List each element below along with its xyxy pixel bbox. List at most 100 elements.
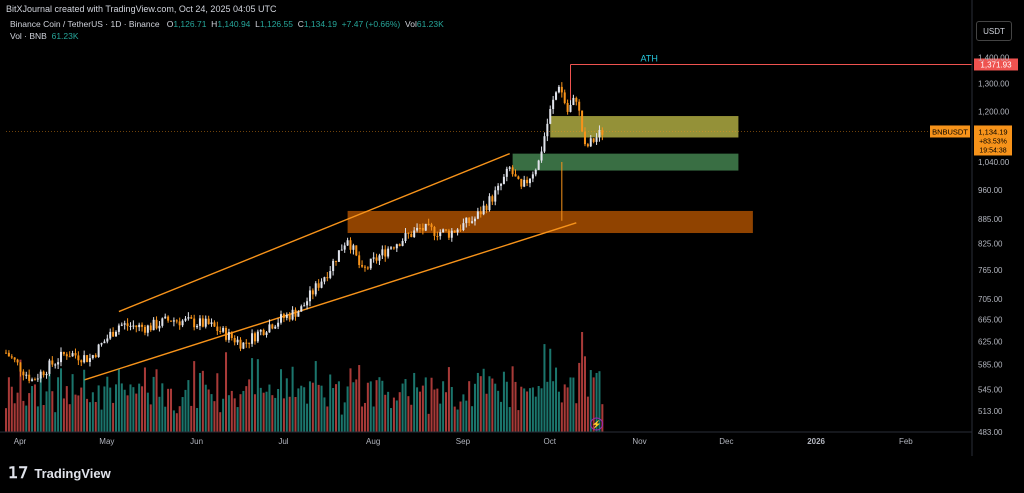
volume-bar xyxy=(129,384,132,432)
candle-body xyxy=(485,205,488,211)
volume-bar xyxy=(450,386,453,432)
volume-bar xyxy=(175,413,178,432)
candle-body xyxy=(196,325,199,328)
volume-bar xyxy=(198,372,201,432)
candle-body xyxy=(557,86,560,93)
candle-body xyxy=(36,378,39,380)
candle-body xyxy=(161,318,164,326)
x-tick-label: Jul xyxy=(278,437,288,446)
candle-body xyxy=(123,323,126,325)
candle-body xyxy=(505,168,508,177)
y-tick-label: 705.00 xyxy=(978,295,1003,304)
candle-body xyxy=(135,325,138,328)
candle-body xyxy=(178,321,181,326)
volume-bar xyxy=(453,406,456,432)
x-tick-label: Sep xyxy=(456,437,471,446)
current-price-label: 1,134.19 xyxy=(978,127,1007,136)
candle-body xyxy=(109,331,112,339)
candle-body xyxy=(210,322,213,325)
candle-body xyxy=(184,318,187,321)
volume-bar xyxy=(473,383,476,432)
candle-body xyxy=(120,324,123,326)
candle-body xyxy=(468,217,471,223)
candle-body xyxy=(537,160,540,170)
volume-bar xyxy=(381,380,384,432)
candle-body xyxy=(366,267,369,269)
candle-body xyxy=(256,331,259,342)
candle-body xyxy=(164,316,167,319)
candle-body xyxy=(413,230,416,237)
volume-bar xyxy=(555,367,558,432)
candle-body xyxy=(534,169,537,175)
candle-body xyxy=(103,341,106,344)
volume-bar xyxy=(294,396,297,432)
close-value: 1,134.19 xyxy=(303,19,337,29)
volume-bar xyxy=(572,377,575,432)
candle-body xyxy=(259,329,262,332)
volume-bar xyxy=(120,383,123,432)
candle-body xyxy=(387,248,390,257)
candle-body xyxy=(181,320,184,326)
candle-body xyxy=(54,364,57,366)
volume-bar xyxy=(363,402,366,432)
volume-bar xyxy=(13,403,16,432)
volume-bar xyxy=(598,371,601,432)
candle-body xyxy=(190,317,193,319)
volume-bar xyxy=(468,381,471,432)
candle-body xyxy=(129,325,132,327)
volume-bar xyxy=(4,408,8,432)
volume-bar xyxy=(569,377,572,432)
zone-green xyxy=(512,153,739,171)
volume-bar xyxy=(288,396,291,432)
volume-bar xyxy=(274,397,277,432)
y-tick-label: 585.00 xyxy=(978,361,1003,370)
volume-bar xyxy=(326,406,329,432)
ath-label: ATH xyxy=(641,53,658,63)
volume-bar xyxy=(335,384,338,432)
volume-bar xyxy=(534,396,537,432)
volume-bar xyxy=(491,378,494,432)
open-label: O xyxy=(166,19,174,29)
candle-body xyxy=(300,306,303,312)
volume-bar xyxy=(520,386,523,432)
volume-bar xyxy=(476,372,479,432)
candle-body xyxy=(274,326,277,329)
candle-body xyxy=(88,358,91,362)
volume-bar xyxy=(224,352,228,432)
candle-body xyxy=(83,355,86,363)
volume-bar xyxy=(462,394,465,432)
zone-orange xyxy=(347,210,753,234)
candle-body xyxy=(152,319,155,331)
candle-body xyxy=(407,233,410,235)
candle-body xyxy=(546,123,549,137)
volume-bar xyxy=(526,391,529,432)
volume-bar xyxy=(16,392,19,432)
volume-bar xyxy=(10,386,13,432)
volume-bar xyxy=(193,361,196,432)
currency-selector[interactable]: USDT xyxy=(976,21,1012,41)
price-chart[interactable]: ATH 1,371.93 BNBUSDT 1,134.19 +83.53% 19:54:3… xyxy=(0,0,1024,456)
volume-bar xyxy=(303,387,306,432)
candle-body xyxy=(320,281,323,288)
candle-body xyxy=(198,318,201,326)
volume-bar xyxy=(424,377,427,432)
candle-body xyxy=(172,320,175,322)
candle-body xyxy=(569,105,572,112)
candle-body xyxy=(392,247,395,249)
candle-body xyxy=(106,338,109,342)
candle-body xyxy=(488,196,491,211)
y-tick-label: 885.00 xyxy=(978,215,1003,224)
volume-bar xyxy=(369,381,372,432)
candle-body xyxy=(207,318,210,325)
candle-body xyxy=(563,92,566,104)
candle-body xyxy=(517,176,520,179)
volume-bar xyxy=(213,401,216,432)
volume-bar xyxy=(395,400,398,432)
tradingview-logo[interactable]: 𝟣𝟩 TradingView xyxy=(8,463,111,483)
candle-body xyxy=(450,230,453,238)
candle-body xyxy=(555,92,558,100)
volume-bar xyxy=(178,406,181,432)
candle-body xyxy=(395,244,398,249)
y-tick-label: 825.00 xyxy=(978,240,1003,249)
candle-body xyxy=(329,271,332,278)
